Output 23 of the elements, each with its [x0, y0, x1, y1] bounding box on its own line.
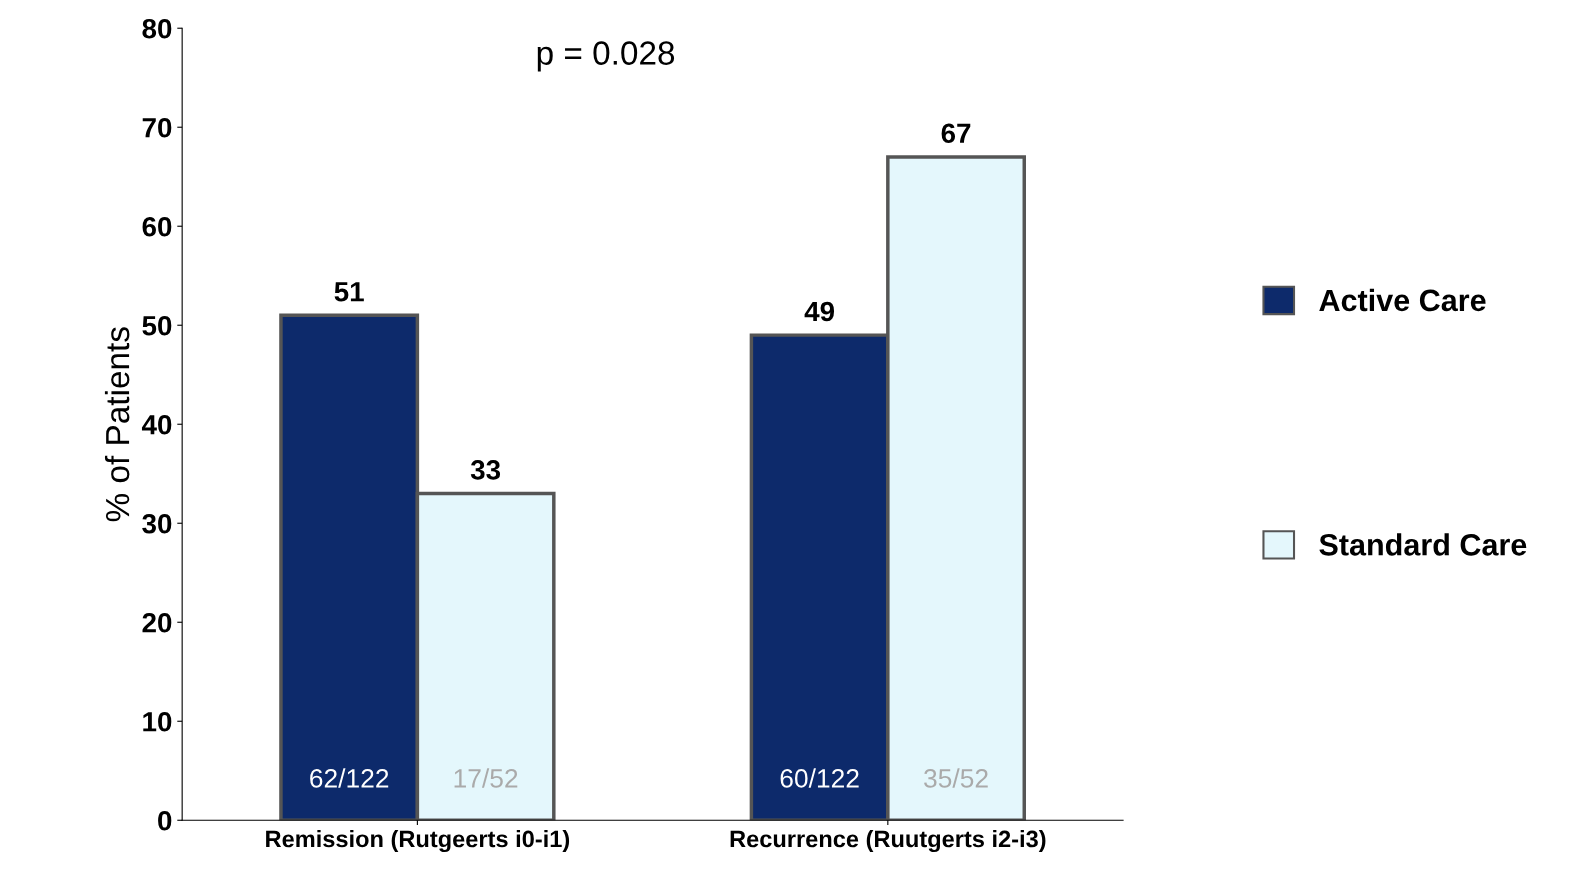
data-label: 67	[941, 123, 971, 144]
data-label: 33	[470, 460, 501, 480]
y-tick-label: 30	[142, 513, 172, 534]
y-axis-title: % of Patients	[104, 327, 130, 522]
y-tick-label: 50	[142, 315, 172, 336]
annotation: 60/122	[780, 768, 859, 788]
x-tick-label: Remission (Rutgeerts i0-i1)	[266, 829, 570, 853]
data-label: 49	[804, 301, 835, 322]
y-tick-label: 70	[142, 117, 172, 138]
y-tick-label: 20	[142, 612, 172, 633]
annotation: 35/52	[924, 768, 988, 788]
data-label: 51	[334, 282, 364, 302]
legend-label: Active Care	[1319, 288, 1486, 312]
y-tick-label: 10	[143, 711, 172, 732]
y-tick-label: 60	[142, 216, 172, 237]
annotation: 62/122	[310, 768, 389, 788]
y-tick-label: 40	[141, 414, 172, 435]
y-tick-label: 0	[158, 810, 172, 831]
x-tick-label: Recurrence (Ruutgerts i2-i3)	[730, 829, 1046, 853]
annotation: 17/52	[454, 768, 518, 788]
legend-label: Standard Care	[1319, 533, 1527, 556]
y-tick-label: 80	[142, 18, 172, 39]
annotation: p = 0.028	[537, 41, 675, 72]
